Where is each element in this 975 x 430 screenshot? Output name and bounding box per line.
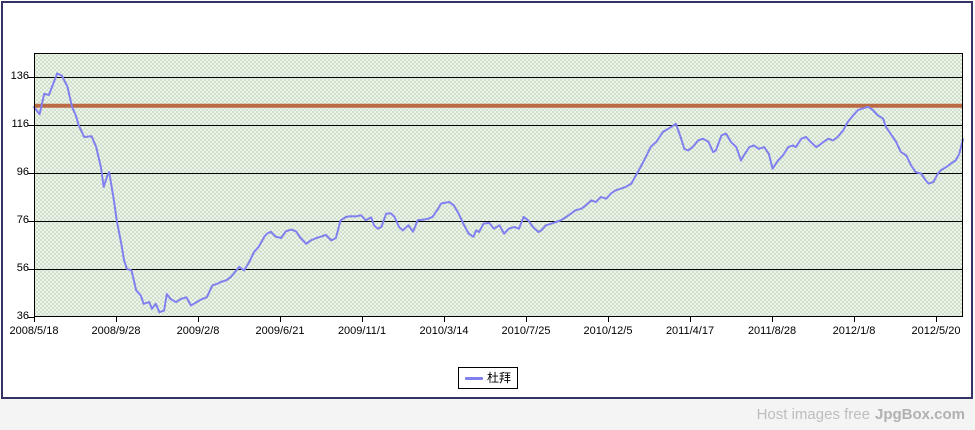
y-axis-label: 136 [10,70,29,82]
x-axis-label: 2011/4/17 [665,325,715,337]
x-axis-label: 2011/8/28 [747,325,797,337]
chart-canvas [28,53,964,322]
y-axis-label: 96 [16,166,29,178]
x-axis-label: 2009/6/21 [255,325,305,337]
x-axis-label: 2012/1/8 [832,325,876,337]
x-axis-label: 2010/7/25 [501,325,551,337]
series-line-icon [464,376,483,380]
x-axis-label: 2008/5/18 [9,325,59,337]
y-axis-label: 56 [16,262,29,274]
y-axis-label: 76 [16,214,29,226]
chart-frame: 136 116 96 76 56 36 2008/5/18 2008/9/28 2009/2/… [1,1,973,399]
legend-box: 杜拜 [458,367,518,389]
x-axis-label: 2012/5/20 [911,325,961,337]
footer-strip: Host images free JpgBox.com [0,399,975,430]
x-axis-label: 2009/11/1 [337,325,387,337]
y-axis-label: 116 [11,118,29,130]
watermark-brand: JpgBox.com [874,406,965,423]
watermark-prefix: Host images free [756,406,870,423]
legend-label: 杜拜 [486,371,511,385]
y-axis-label: 36 [16,310,29,322]
watermark: Host images free JpgBox.com [757,406,965,423]
x-axis-label: 2010/3/14 [419,325,469,337]
x-axis-label: 2010/12/5 [583,325,633,337]
x-axis-label: 2009/2/8 [176,325,220,337]
x-axis-label: 2008/9/28 [91,325,141,337]
plot-area [28,53,964,322]
